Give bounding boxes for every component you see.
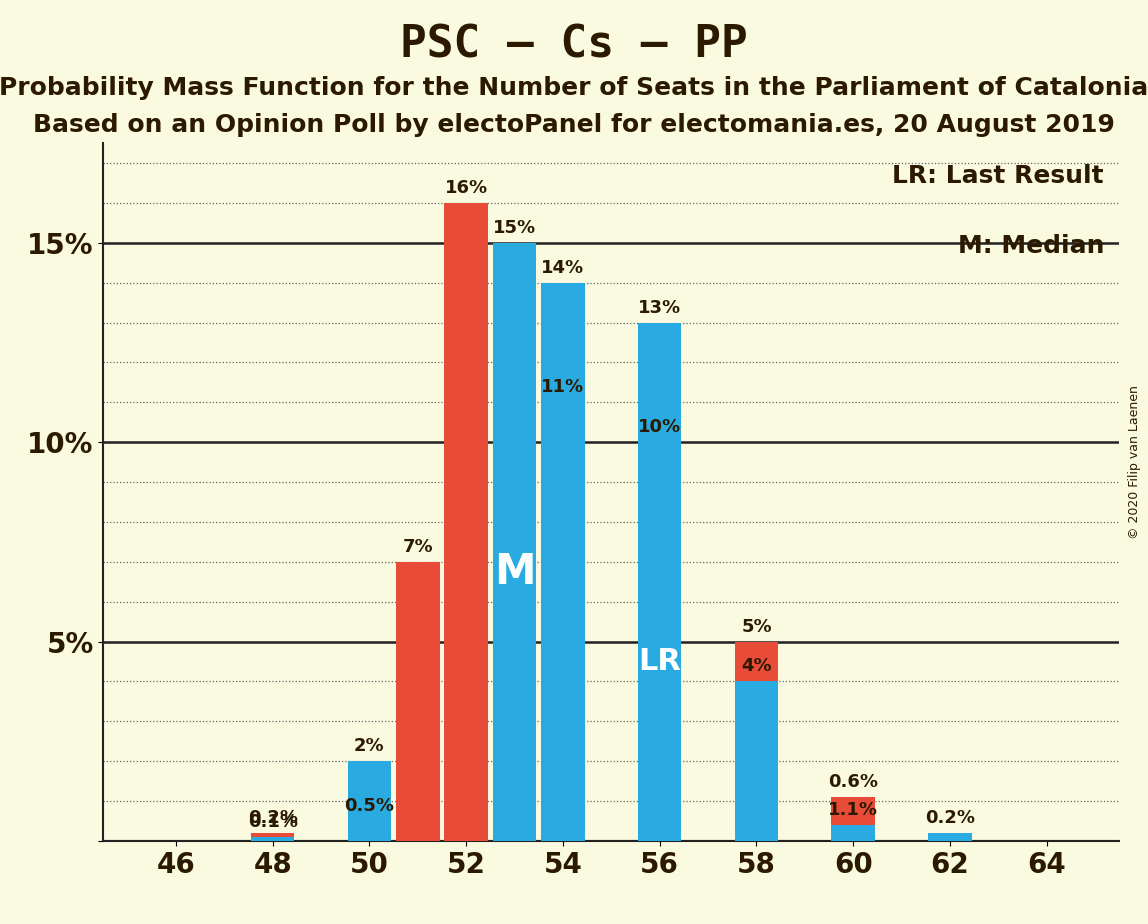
Text: Based on an Opinion Poll by electoPanel for electomania.es, 20 August 2019: Based on an Opinion Poll by electoPanel …	[33, 113, 1115, 137]
Text: 0.1%: 0.1%	[248, 813, 297, 831]
Text: 5%: 5%	[742, 617, 771, 636]
Text: M: M	[494, 551, 535, 593]
Bar	[638, 322, 682, 841]
Bar	[348, 761, 391, 841]
Text: LR: Last Result: LR: Last Result	[892, 164, 1104, 188]
Text: Probability Mass Function for the Number of Seats in the Parliament of Catalonia: Probability Mass Function for the Number…	[0, 76, 1148, 100]
Text: 2%: 2%	[354, 737, 385, 755]
Text: M: Median: M: Median	[957, 234, 1104, 258]
Bar	[396, 562, 440, 841]
Text: 16%: 16%	[444, 179, 488, 197]
Bar	[735, 641, 778, 841]
Text: 0.2%: 0.2%	[925, 808, 975, 827]
Text: 0.5%: 0.5%	[344, 796, 395, 815]
Bar	[831, 825, 875, 841]
Text: 11%: 11%	[542, 378, 584, 396]
Bar	[541, 402, 584, 841]
Bar	[929, 833, 971, 841]
Bar	[348, 821, 391, 841]
Bar	[541, 283, 584, 841]
Text: PSC – Cs – PP: PSC – Cs – PP	[401, 23, 747, 67]
Text: 10%: 10%	[638, 419, 681, 436]
Text: 14%: 14%	[542, 259, 584, 277]
Text: 1.1%: 1.1%	[828, 801, 878, 819]
Bar	[735, 681, 778, 841]
Bar	[492, 243, 536, 841]
Text: 0.2%: 0.2%	[248, 808, 297, 827]
Text: © 2020 Filip van Laenen: © 2020 Filip van Laenen	[1127, 385, 1141, 539]
Text: 13%: 13%	[638, 298, 681, 317]
Text: 0.6%: 0.6%	[828, 773, 878, 791]
Text: 7%: 7%	[403, 538, 433, 556]
Text: 15%: 15%	[492, 219, 536, 237]
Bar	[831, 797, 875, 841]
Bar	[444, 203, 488, 841]
Text: LR: LR	[638, 647, 681, 676]
Bar	[638, 443, 682, 841]
Bar	[251, 833, 294, 841]
Bar	[251, 837, 294, 841]
Text: 4%: 4%	[742, 657, 771, 675]
